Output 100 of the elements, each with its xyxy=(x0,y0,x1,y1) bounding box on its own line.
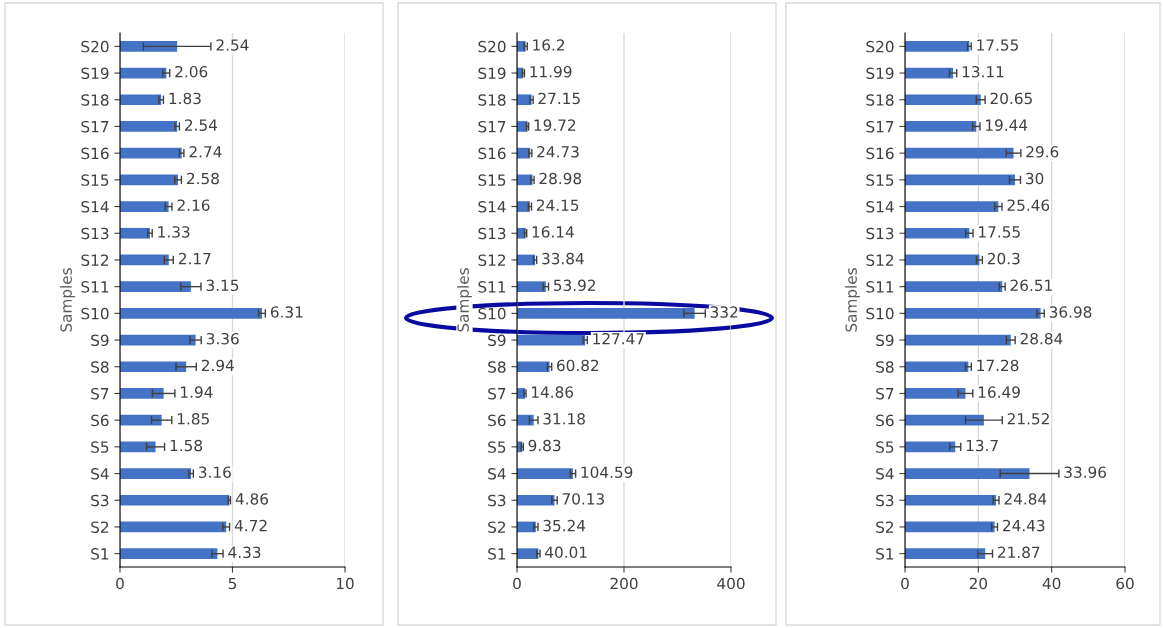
y-tick-label: S15 xyxy=(81,174,109,186)
x-tick-label: 0 xyxy=(513,577,521,590)
data-label: 9.83 xyxy=(528,439,561,452)
y-tick-label: S10 xyxy=(478,307,506,320)
data-label: 17.28 xyxy=(977,359,1019,372)
data-label: 6.31 xyxy=(270,306,303,318)
y-tick-label: S17 xyxy=(866,120,894,133)
bar xyxy=(905,147,1014,159)
data-label: 332 xyxy=(710,306,738,318)
data-label: 24.43 xyxy=(1003,519,1045,532)
data-label: 40.01 xyxy=(545,546,587,559)
y-tick-label: S6 xyxy=(488,414,506,427)
data-label: 30 xyxy=(1026,172,1044,185)
y-tick-label: S15 xyxy=(478,174,506,186)
bar xyxy=(120,174,179,186)
bar xyxy=(120,94,162,106)
data-label: 16.49 xyxy=(978,386,1020,398)
y-tick-label: S2 xyxy=(91,521,109,533)
bar xyxy=(120,494,230,506)
data-label: 1.83 xyxy=(169,92,201,105)
bar xyxy=(905,227,970,239)
data-label: 33.96 xyxy=(1064,466,1107,478)
bar xyxy=(905,494,997,506)
data-label: 2.54 xyxy=(216,39,249,51)
y-tick-label: S18 xyxy=(81,94,109,106)
y-tick-label: S11 xyxy=(866,281,894,293)
y-tick-label: S2 xyxy=(876,521,894,533)
data-label: 1.58 xyxy=(170,439,203,452)
bar xyxy=(905,388,966,399)
data-label: 21.87 xyxy=(998,546,1040,559)
data-label: 1.33 xyxy=(158,226,190,238)
data-label: 24.84 xyxy=(1004,493,1047,505)
bar xyxy=(120,121,178,132)
y-tick-label: S19 xyxy=(81,67,109,80)
data-label: 2.16 xyxy=(177,199,210,211)
y-tick-label: S16 xyxy=(866,147,894,160)
data-label: 14.86 xyxy=(531,386,574,398)
bar xyxy=(905,121,977,132)
x-tick-label: 0 xyxy=(901,577,909,590)
y-axis-title: Samples xyxy=(60,268,75,332)
data-label: 20.65 xyxy=(990,92,1032,105)
y-tick-label: S17 xyxy=(81,120,109,133)
data-label: 2.94 xyxy=(201,359,234,372)
data-label: 104.59 xyxy=(581,466,633,478)
y-tick-label: S1 xyxy=(488,548,506,560)
y-tick-label: S9 xyxy=(876,334,894,347)
y-tick-label: S11 xyxy=(478,281,506,293)
y-tick-label: S11 xyxy=(81,281,109,293)
bar xyxy=(905,308,1041,319)
bar xyxy=(517,468,573,479)
data-label: 2.54 xyxy=(185,119,218,131)
y-tick-label: S3 xyxy=(876,494,894,507)
bar xyxy=(905,201,999,212)
data-label: 16.2 xyxy=(533,39,565,51)
data-label: 21.52 xyxy=(1007,413,1049,425)
y-tick-label: S13 xyxy=(866,227,894,240)
data-label: 13.11 xyxy=(962,65,1004,78)
y-tick-label: S6 xyxy=(91,414,109,427)
y-tick-label: S5 xyxy=(91,441,109,453)
data-label: 31.18 xyxy=(543,413,585,425)
data-label: 17.55 xyxy=(977,39,1018,51)
data-label: 29.6 xyxy=(1026,146,1059,158)
bar xyxy=(905,94,981,106)
bar xyxy=(120,41,178,52)
bar xyxy=(120,281,191,292)
data-label: 27.15 xyxy=(538,92,580,105)
data-label: 70.13 xyxy=(562,493,604,505)
y-tick-label: S8 xyxy=(488,361,506,373)
data-label: 4.33 xyxy=(228,546,261,559)
y-tick-label: S4 xyxy=(91,468,109,480)
bar xyxy=(905,414,984,426)
bar xyxy=(517,308,695,319)
x-tick-label: 10 xyxy=(336,577,354,590)
data-label: 53.92 xyxy=(553,279,596,292)
data-label: 60.82 xyxy=(557,359,599,372)
y-axis-title: Samples xyxy=(457,268,472,332)
data-label: 28.98 xyxy=(539,172,582,185)
y-tick-label: S16 xyxy=(478,147,506,160)
y-tick-label: S15 xyxy=(866,174,894,186)
y-tick-label: S1 xyxy=(876,548,894,560)
y-tick-label: S13 xyxy=(478,227,506,240)
y-tick-label: S8 xyxy=(91,361,109,373)
data-label: 127.47 xyxy=(593,332,644,345)
bar xyxy=(517,227,526,239)
y-tick-label: S7 xyxy=(488,387,506,400)
y-tick-label: S5 xyxy=(488,441,506,453)
data-label: 36.98 xyxy=(1049,306,1092,318)
data-label: 35.24 xyxy=(543,519,586,532)
bar xyxy=(517,334,586,346)
y-tick-label: S12 xyxy=(866,254,894,266)
bar xyxy=(905,548,986,559)
data-label: 17.55 xyxy=(979,226,1020,238)
bar xyxy=(905,41,970,52)
data-label: 33.84 xyxy=(542,252,584,265)
data-label: 26.51 xyxy=(1010,279,1052,292)
y-tick-label: S7 xyxy=(876,387,894,400)
bar xyxy=(120,201,169,212)
y-tick-label: S19 xyxy=(866,67,894,80)
y-tick-label: S4 xyxy=(876,468,894,480)
bar xyxy=(905,361,969,373)
